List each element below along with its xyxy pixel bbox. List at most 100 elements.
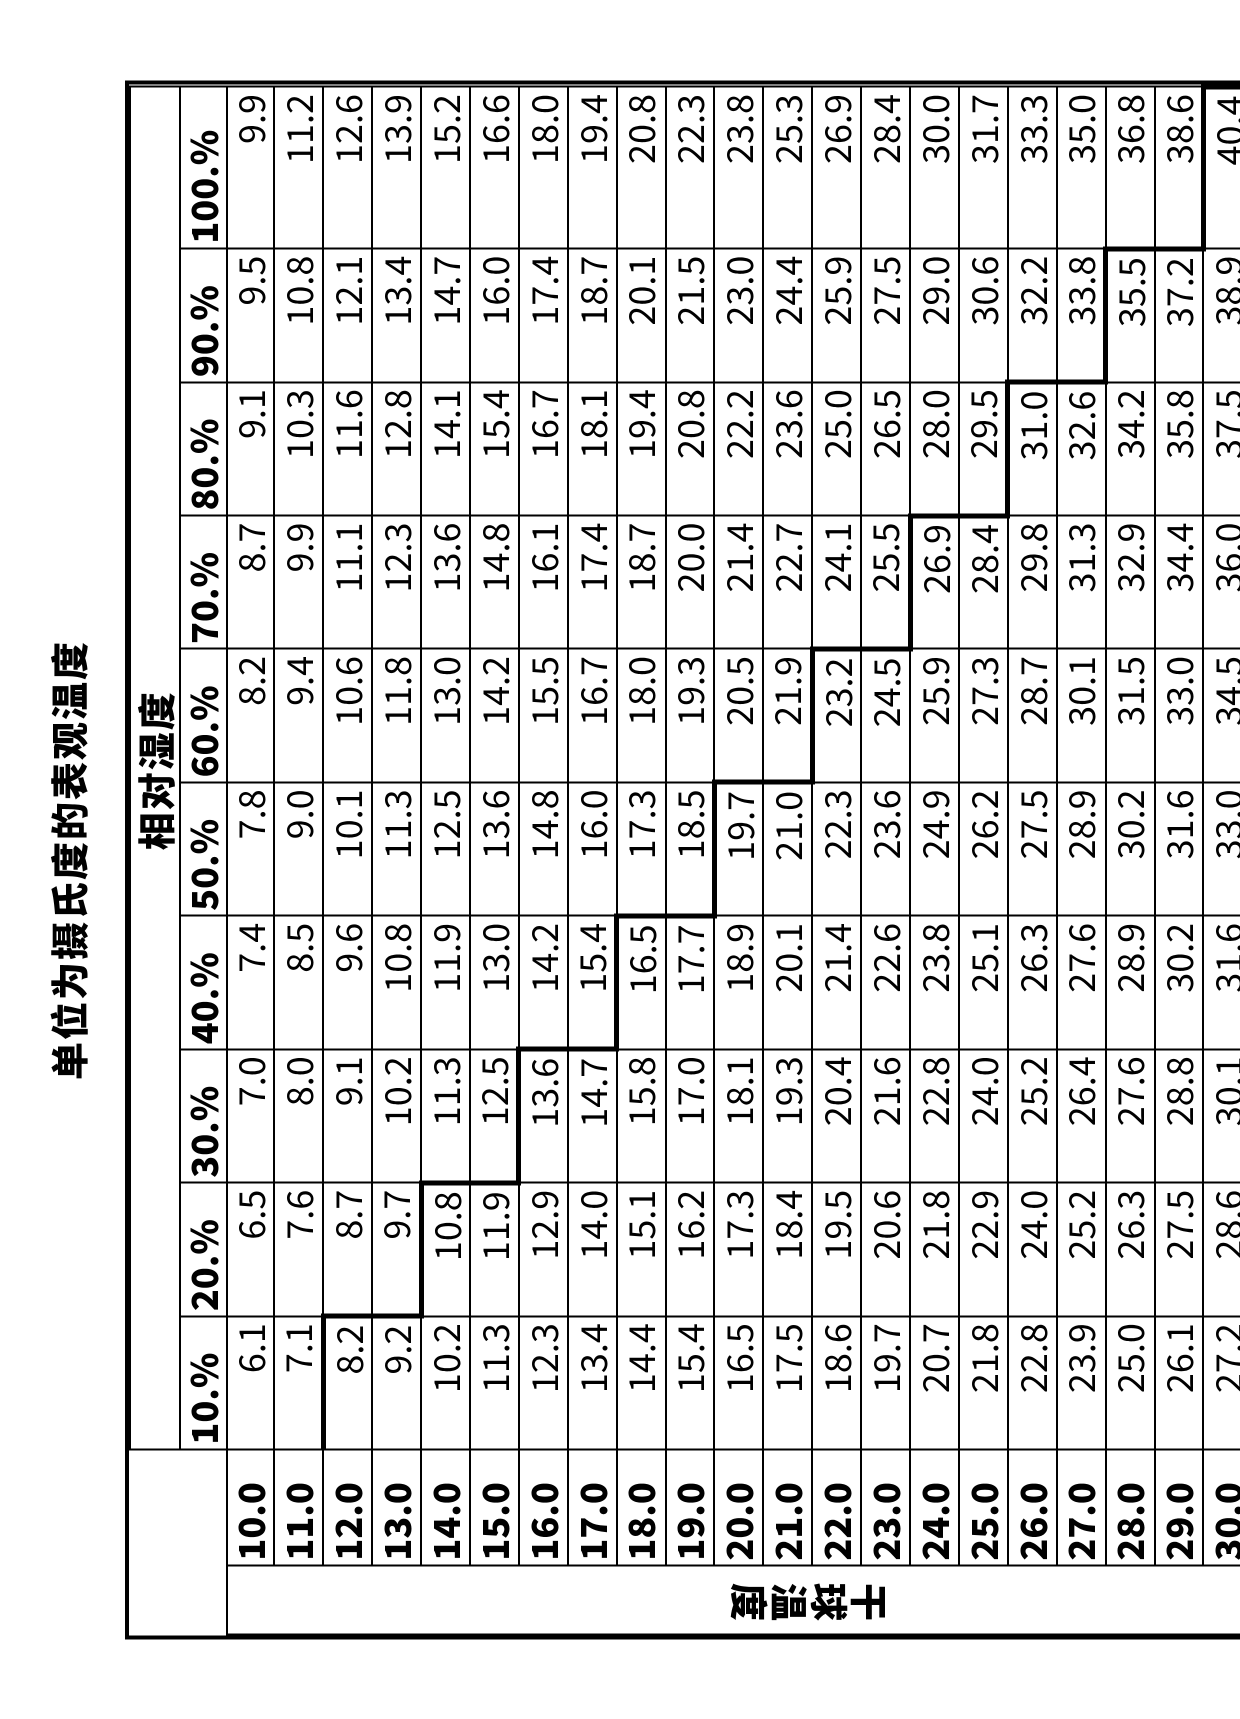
data-cell: 20.6 (861, 1182, 910, 1315)
data-cell: 25.0 (812, 382, 861, 515)
row-header: 28.0 (1106, 1449, 1155, 1565)
data-cell: 11.9 (470, 1182, 519, 1315)
data-cell: 13.0 (421, 648, 470, 781)
row-superheader: 干球温度 (227, 1565, 1240, 1634)
row-header: 29.0 (1155, 1449, 1204, 1565)
rotated-container: 单位为摄氏度的表观温度 相对湿度 10.%20.%30.%40.%50.%60.… (0, 0, 1240, 1719)
data-cell: 31.5 (1106, 648, 1155, 781)
data-cell: 16.7 (519, 382, 568, 515)
data-cell: 35.5 (1106, 248, 1155, 381)
data-cell: 22.9 (959, 1182, 1008, 1315)
data-cell: 28.9 (1106, 915, 1155, 1048)
data-cell: 8.7 (227, 515, 274, 648)
data-cell: 20.5 (714, 648, 763, 781)
data-cell: 35.8 (1155, 382, 1204, 515)
page-envelope: 单位为摄氏度的表观温度 相对湿度 10.%20.%30.%40.%50.%60.… (0, 0, 1240, 1719)
data-cell: 13.6 (470, 782, 519, 915)
table-body: 干球温度10.06.16.57.07.47.88.28.79.19.59.911… (227, 87, 1240, 1635)
data-cell: 15.2 (421, 87, 470, 249)
data-cell: 9.1 (227, 382, 274, 515)
data-cell: 16.2 (666, 1182, 715, 1315)
table-row: 29.026.127.528.830.231.633.034.435.837.2… (1155, 87, 1204, 1635)
data-cell: 13.6 (519, 1049, 568, 1182)
data-cell: 36.0 (1203, 515, 1240, 648)
data-cell: 18.1 (714, 1049, 763, 1182)
data-cell: 13.6 (421, 515, 470, 648)
table-row: 14.010.210.811.311.912.513.013.614.114.7… (421, 87, 470, 1635)
data-cell: 18.5 (666, 782, 715, 915)
data-cell: 21.5 (666, 248, 715, 381)
data-cell: 34.5 (1203, 648, 1240, 781)
data-cell: 29.8 (1008, 515, 1057, 648)
data-cell: 22.6 (861, 915, 910, 1048)
data-cell: 19.7 (861, 1316, 910, 1449)
data-cell: 10.8 (372, 915, 421, 1048)
table-row: 17.013.414.014.715.416.016.717.418.118.7… (568, 87, 617, 1635)
data-cell: 7.8 (227, 782, 274, 915)
data-cell: 13.0 (470, 915, 519, 1048)
data-cell: 37.5 (1203, 382, 1240, 515)
data-cell: 27.5 (1155, 1182, 1204, 1315)
data-cell: 9.4 (274, 648, 323, 781)
data-cell: 29.5 (959, 382, 1008, 515)
data-cell: 27.6 (1057, 915, 1106, 1048)
data-cell: 11.6 (323, 382, 372, 515)
row-header: 25.0 (959, 1449, 1008, 1565)
data-cell: 18.9 (714, 915, 763, 1048)
data-cell: 19.7 (714, 782, 763, 915)
data-cell: 32.6 (1057, 382, 1106, 515)
data-cell: 19.3 (666, 648, 715, 781)
data-cell: 8.2 (227, 648, 274, 781)
row-header: 18.0 (617, 1449, 666, 1565)
data-cell: 20.7 (910, 1316, 959, 1449)
data-cell: 34.4 (1155, 515, 1204, 648)
data-cell: 12.5 (470, 1049, 519, 1182)
data-cell: 38.9 (1203, 248, 1240, 381)
data-cell: 9.9 (227, 87, 274, 249)
data-cell: 26.9 (812, 87, 861, 249)
data-cell: 24.0 (1008, 1182, 1057, 1315)
apparent-temperature-table: 相对湿度 10.%20.%30.%40.%50.%60.%70.%80.%90.… (129, 84, 1240, 1635)
data-cell: 30.1 (1057, 648, 1106, 781)
data-cell: 28.7 (1008, 648, 1057, 781)
row-header: 20.0 (714, 1449, 763, 1565)
column-header: 90.% (180, 248, 227, 381)
row-header: 17.0 (568, 1449, 617, 1565)
data-cell: 21.8 (910, 1182, 959, 1315)
data-cell: 22.2 (714, 382, 763, 515)
data-cell: 20.1 (763, 915, 812, 1048)
column-header: 40.% (180, 915, 227, 1048)
data-cell: 17.5 (763, 1316, 812, 1449)
data-cell: 27.3 (959, 648, 1008, 781)
data-cell: 16.6 (470, 87, 519, 249)
data-cell: 10.8 (421, 1182, 470, 1315)
data-cell: 26.2 (959, 782, 1008, 915)
data-cell: 30.2 (1155, 915, 1204, 1048)
data-cell: 11.3 (470, 1316, 519, 1449)
data-cell: 28.8 (1155, 1049, 1204, 1182)
data-cell: 32.9 (1106, 515, 1155, 648)
data-cell: 25.5 (861, 515, 910, 648)
data-cell: 22.3 (666, 87, 715, 249)
data-cell: 16.5 (617, 915, 666, 1048)
data-cell: 14.2 (519, 915, 568, 1048)
data-cell: 17.3 (714, 1182, 763, 1315)
data-cell: 9.0 (274, 782, 323, 915)
table-row: 15.011.311.912.513.013.614.214.815.416.0… (470, 87, 519, 1635)
data-cell: 11.2 (274, 87, 323, 249)
data-cell: 12.1 (323, 248, 372, 381)
data-cell: 20.1 (617, 248, 666, 381)
corner-blank (130, 1449, 227, 1634)
data-cell: 14.7 (568, 1049, 617, 1182)
data-cell: 15.4 (568, 915, 617, 1048)
data-cell: 25.2 (1008, 1049, 1057, 1182)
data-cell: 17.4 (568, 515, 617, 648)
data-cell: 36.8 (1106, 87, 1155, 249)
data-cell: 19.4 (568, 87, 617, 249)
row-header: 27.0 (1057, 1449, 1106, 1565)
data-cell: 10.2 (421, 1316, 470, 1449)
data-cell: 18.4 (763, 1182, 812, 1315)
data-cell: 12.5 (421, 782, 470, 915)
data-cell: 16.7 (568, 648, 617, 781)
data-cell: 22.8 (910, 1049, 959, 1182)
